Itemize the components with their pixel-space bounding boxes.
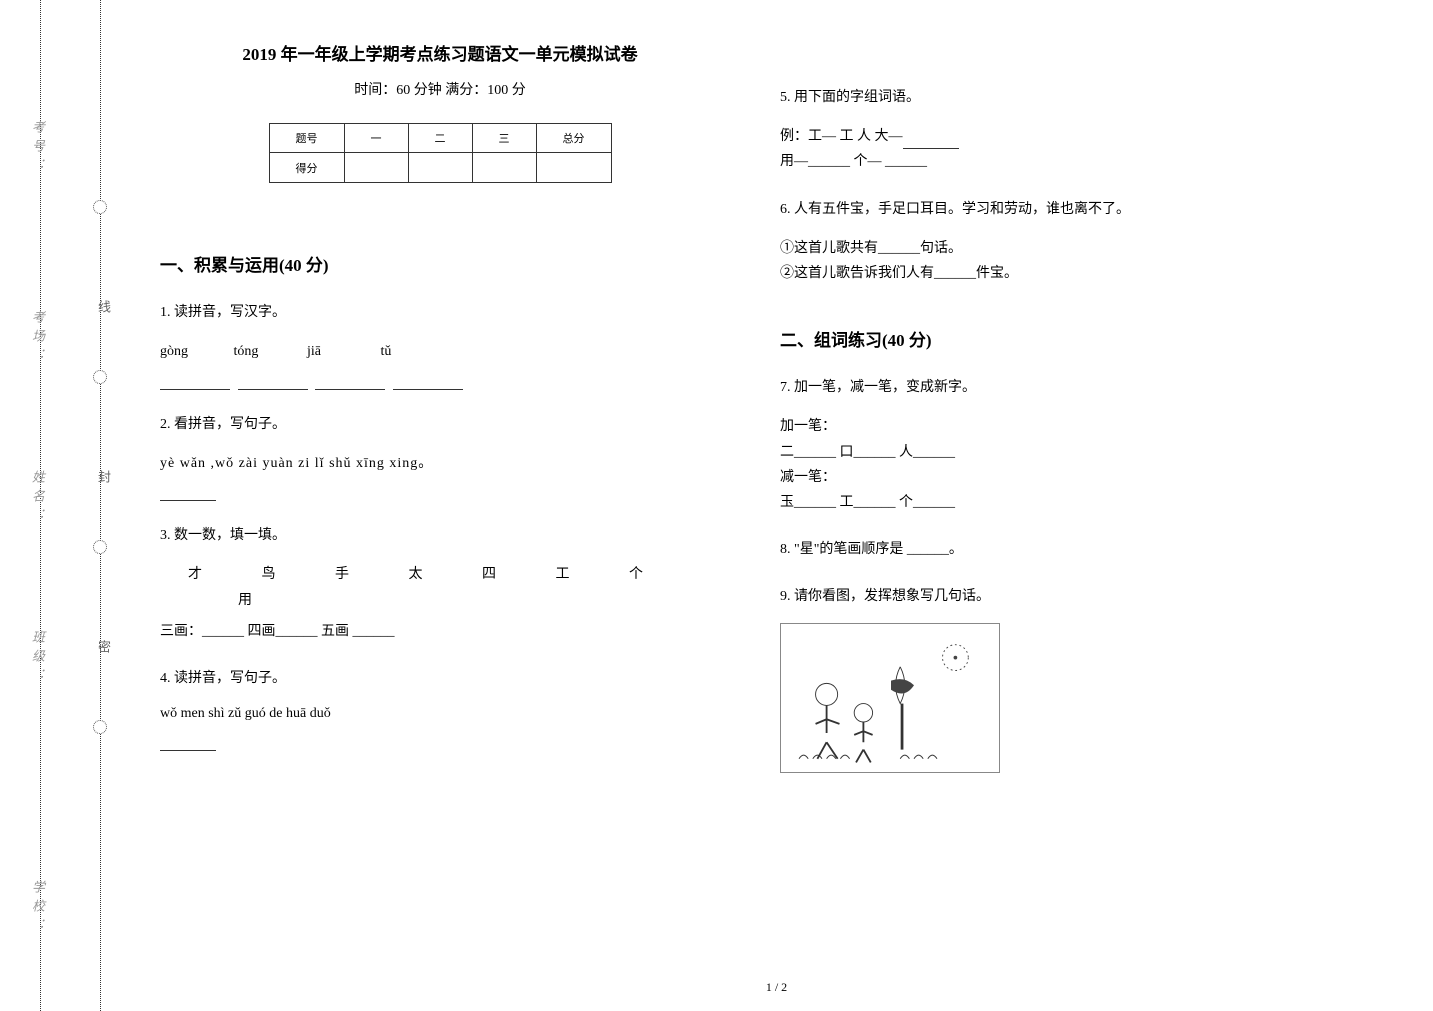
pinyin: tóng [234,339,304,364]
label-school: 学校： [28,880,47,937]
label-class: 班级： [28,630,47,687]
q5-l1: 例：工— 工 人 大— [780,124,1340,149]
q5-stem: 5. 用下面的字组词语。 [780,85,1340,110]
char: 用 [210,588,280,613]
q7-l3: 减一笔： [780,465,1340,490]
q9-stem: 9. 请你看图，发挥想象写几句话。 [780,584,1340,609]
char: 手 [307,562,377,587]
section2-title: 二、组词练习(40 分) [780,326,1340,351]
column-right: 5. 用下面的字组词语。 例：工— 工 人 大— 用—______ 个— ___… [780,30,1340,991]
blank [315,372,385,390]
q6-l1: ①这首儿歌共有______句话。 [780,236,1340,261]
q2-blank [160,476,720,501]
section1-title: 一、积累与运用(40 分) [160,251,720,276]
table-row: 题号 一 二 三 总分 [269,124,611,153]
pinyin: jiā [307,339,377,364]
q7-l1: 加一笔： [780,414,1340,439]
q3-blanks: 三画：______ 四画______ 五画 ______ [160,619,720,644]
score-table: 题号 一 二 三 总分 得分 [269,123,612,183]
th-3: 三 [472,124,536,153]
td-blank [472,153,536,183]
blank [160,372,230,390]
q7-l4: 玉______ 工______ 个______ [780,490,1340,515]
td-blank [344,153,408,183]
q8-stem: 8. "星"的笔画顺序是 ______。 [780,537,1340,562]
pinyin: gòng [160,339,230,364]
th-total: 总分 [536,124,611,153]
char: 鸟 [234,562,304,587]
q6-stem: 6. 人有五件宝，手足口耳目。学习和劳动，谁也离不了。 [780,197,1340,222]
label-name: 姓名： [28,470,47,527]
page-footer: 1 / 2 [0,980,1433,995]
circle-mark [93,370,107,384]
binding-margin: 考号： 考场： 姓名： 班级： 学校： 线 封 密 [0,0,120,1011]
q5-example: 例：工— 工 人 大— [780,129,903,144]
q8: 8. "星"的笔画顺序是 ______。 [780,537,1340,562]
q3-chars: 才 鸟 手 太 四 工 个 [160,562,720,587]
q2-stem: 2. 看拼音，写句子。 [160,412,720,437]
q6: 6. 人有五件宝，手足口耳目。学习和劳动，谁也离不了。 ①这首儿歌共有_____… [780,197,1340,287]
dotted-line-inner [100,0,101,1011]
q1: 1. 读拼音，写汉字。 gòng tóng jiā tǔ [160,300,720,390]
blank [160,735,216,751]
q3: 3. 数一数，填一填。 才 鸟 手 太 四 工 个 用 三画：______ 四画… [160,523,720,644]
th-2: 二 [408,124,472,153]
circle-mark [93,200,107,214]
column-left: 2019 年一年级上学期考点练习题语文一单元模拟试卷 时间：60 分钟 满分：1… [160,30,720,991]
q1-stem: 1. 读拼音，写汉字。 [160,300,720,325]
q4-pinyin: wǒ men shì zǔ guó de huā duǒ [160,701,720,726]
q5-l2: 用—______ 个— ______ [780,149,1340,174]
blank [160,485,216,501]
main-title: 2019 年一年级上学期考点练习题语文一单元模拟试卷 [160,40,720,65]
td-score-label: 得分 [269,153,344,183]
inner-label-feng: 封 [94,470,113,483]
td-blank [408,153,472,183]
table-row: 得分 [269,153,611,183]
q7: 7. 加一笔，减一笔，变成新字。 加一笔： 二______ 口______ 人_… [780,375,1340,515]
q5: 5. 用下面的字组词语。 例：工— 工 人 大— 用—______ 个— ___… [780,85,1340,175]
subtitle: 时间：60 分钟 满分：100 分 [160,79,720,99]
inner-label-mi: 密 [94,640,113,653]
blank [903,133,959,149]
char: 才 [160,562,230,587]
q4: 4. 读拼音，写句子。 wǒ men shì zǔ guó de huā duǒ [160,666,720,752]
td-blank [536,153,611,183]
char: 太 [381,562,451,587]
circle-mark [93,720,107,734]
char: 四 [454,562,524,587]
q4-blank [160,726,720,751]
char: 个 [601,562,671,587]
q7-stem: 7. 加一笔，减一笔，变成新字。 [780,375,1340,400]
label-room: 考场： [28,310,47,367]
char: 工 [528,562,598,587]
blank [238,372,308,390]
q7-l2: 二______ 口______ 人______ [780,440,1340,465]
q2: 2. 看拼音，写句子。 yè wǎn ,wǒ zài yuàn zi lǐ sh… [160,412,720,502]
th-1: 一 [344,124,408,153]
q3-stem: 3. 数一数，填一填。 [160,523,720,548]
q9-illustration [780,623,1000,773]
q1-pinyin-row: gòng tóng jiā tǔ [160,339,720,364]
blank [393,372,463,390]
inner-label-xian: 线 [94,300,113,313]
q3-chars-2: 用 [160,588,720,613]
q1-blanks [160,364,720,389]
q6-l2: ②这首儿歌告诉我们人有______件宝。 [780,261,1340,286]
q9: 9. 请你看图，发挥想象写几句话。 [780,584,1340,773]
pinyin: tǔ [381,339,451,364]
dotted-line-outer [40,0,41,1011]
label-exam-id: 考号： [28,120,47,177]
scene-svg [787,630,995,768]
q2-pinyin: yè wǎn ,wǒ zài yuàn zi lǐ shǔ xīng xing。 [160,451,720,476]
th-label: 题号 [269,124,344,153]
page-content: 2019 年一年级上学期考点练习题语文一单元模拟试卷 时间：60 分钟 满分：1… [160,30,1393,991]
circle-mark [93,540,107,554]
q4-stem: 4. 读拼音，写句子。 [160,666,720,691]
